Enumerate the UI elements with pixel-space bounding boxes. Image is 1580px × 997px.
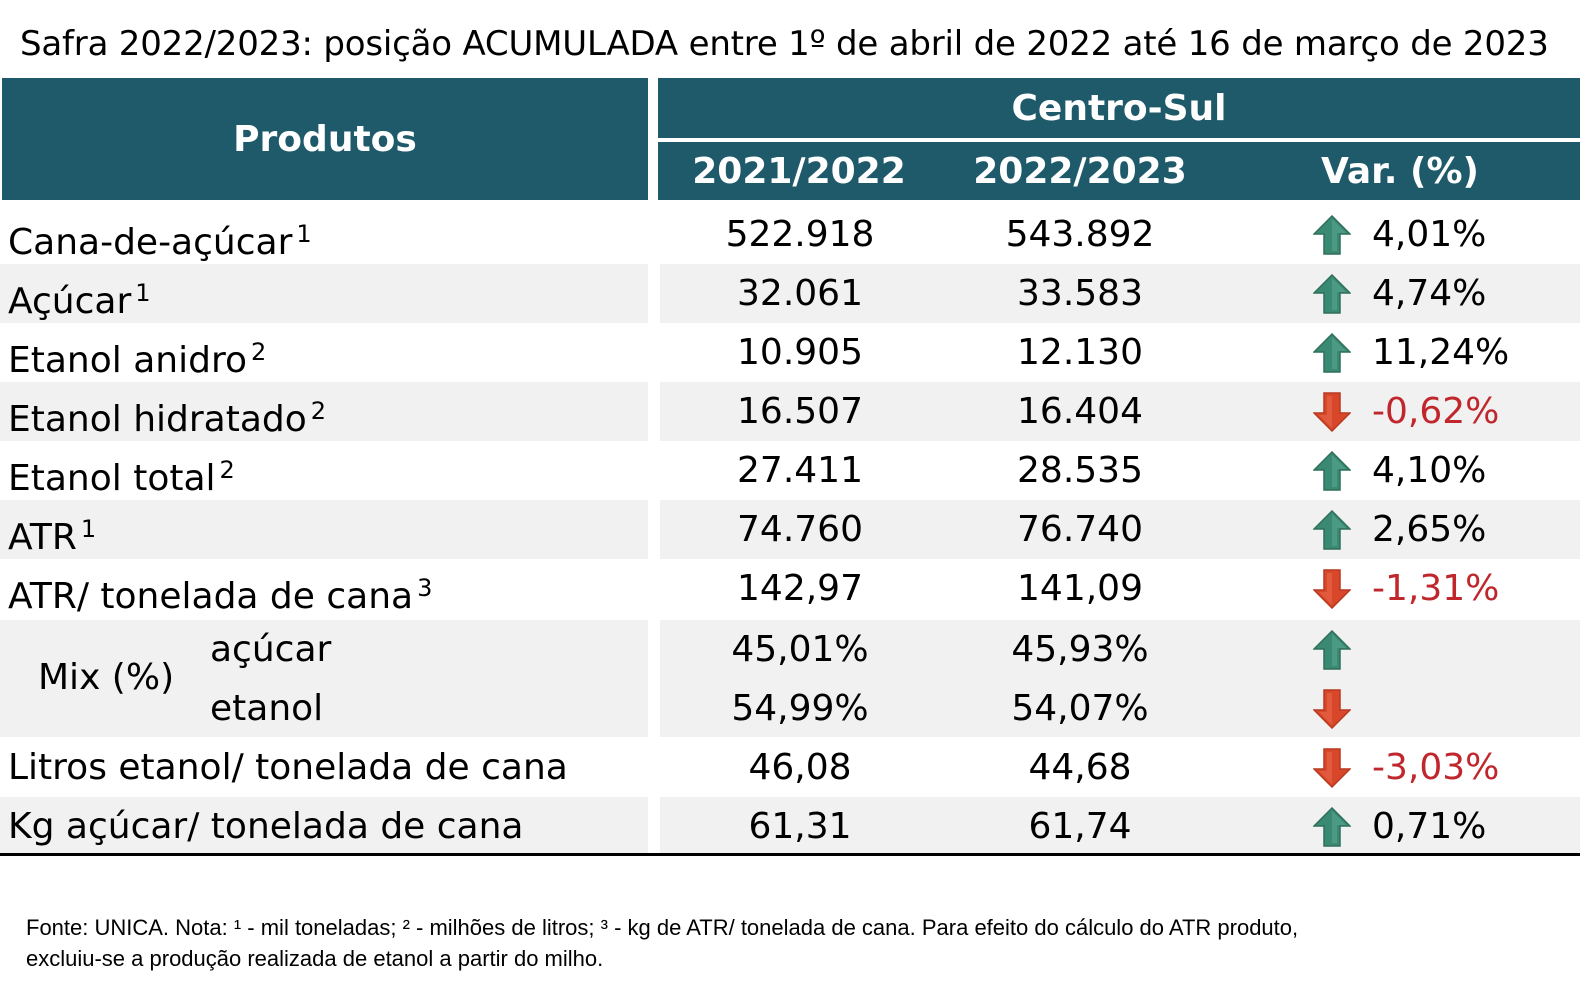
row-label: Etanol total 2 [8, 456, 235, 499]
header-region: Centro-Sul [658, 78, 1580, 138]
footnote-line-1: Fonte: UNICA. Nota: ¹ - mil toneladas; ²… [26, 915, 1299, 940]
arrow-down-icon [1313, 748, 1351, 788]
variation: 4,01% [1372, 214, 1487, 255]
row-label: Etanol anidro 2 [8, 338, 267, 381]
arrow-up-icon [1313, 630, 1351, 670]
header-col1: 2021/2022 [658, 142, 940, 200]
table-row: Etanol hidratado 2 16.507 16.404 -0,62% [0, 382, 1580, 441]
arrow-up-icon [1313, 451, 1351, 491]
mix-block [0, 620, 1580, 737]
row-label: ATR 1 [8, 515, 97, 558]
arrow-up-icon [1313, 215, 1351, 255]
mix-ethanol-2022-2023: 54,07% [1011, 688, 1149, 729]
value-2022-2023: 16.404 [1017, 391, 1143, 432]
value-2021-2022: 16.507 [737, 391, 863, 432]
footnote: Fonte: UNICA. Nota: ¹ - mil toneladas; ²… [26, 912, 1566, 974]
arrow-down-icon [1313, 689, 1351, 729]
arrow-up-icon [1313, 807, 1351, 847]
mix-ethanol-2021-2022: 54,99% [731, 688, 869, 729]
header-col2: 2022/2023 [940, 142, 1220, 200]
value-2022-2023: 141,09 [1017, 568, 1143, 609]
variation: 2,65% [1372, 509, 1487, 550]
footnote-line-2: excluiu-se a produção realizada de etano… [26, 946, 604, 971]
variation: 4,74% [1372, 273, 1487, 314]
table-bottom-border [0, 853, 1580, 856]
mix-sugar-2022-2023: 45,93% [1011, 629, 1149, 670]
value-2021-2022: 32.061 [737, 273, 863, 314]
variation: 4,10% [1372, 450, 1487, 491]
table-row: ATR/ tonelada de cana 3 142,97 141,09 -1,… [0, 559, 1580, 618]
variation: -1,31% [1372, 568, 1500, 609]
mix-sugar-label: açúcar [210, 629, 332, 670]
value-2022-2023: 61,74 [1028, 806, 1132, 847]
arrow-up-icon [1313, 274, 1351, 314]
mix-row-ethanol: etanol 54,99% 54,07% [0, 679, 1580, 738]
header-region-label: Centro-Sul [1011, 87, 1227, 129]
arrow-up-icon [1313, 333, 1351, 373]
row-label: ATR/ tonelada de cana 3 [8, 574, 433, 617]
header-col3-label: Var. (%) [1321, 150, 1479, 192]
mix-ethanol-label: etanol [210, 688, 324, 729]
table-row: Litros etanol/ tonelada de cana 46,08 44… [0, 738, 1580, 797]
row-label: Cana-de-açúcar 1 [8, 220, 312, 263]
header-col1-label: 2021/2022 [692, 150, 906, 192]
mix-sugar-2021-2022: 45,01% [731, 629, 869, 670]
value-2022-2023: 28.535 [1017, 450, 1143, 491]
variation: -0,62% [1372, 391, 1500, 432]
arrow-down-icon [1313, 569, 1351, 609]
table-row: Kg açúcar/ tonelada de cana 61,31 61,74 … [0, 797, 1580, 856]
table-row: Cana-de-açúcar 1 522.918 543.892 4,01% [0, 205, 1580, 264]
value-2022-2023: 33.583 [1017, 273, 1143, 314]
value-2021-2022: 74.760 [737, 509, 863, 550]
value-2021-2022: 142,97 [737, 568, 863, 609]
value-2022-2023: 76.740 [1017, 509, 1143, 550]
value-2021-2022: 27.411 [737, 450, 863, 491]
mix-label: Mix (%) [38, 657, 175, 698]
value-2022-2023: 44,68 [1028, 747, 1132, 788]
header-col3: Var. (%) [1220, 142, 1580, 200]
arrow-down-icon [1313, 392, 1351, 432]
variation: -3,03% [1372, 747, 1500, 788]
value-2021-2022: 10.905 [737, 332, 863, 373]
row-label: Kg açúcar/ tonelada de cana [8, 806, 524, 847]
page-title: Safra 2022/2023: posição ACUMULADA entre… [20, 24, 1549, 64]
arrow-up-icon [1313, 510, 1351, 550]
value-2021-2022: 522.918 [725, 214, 875, 255]
mix-row-sugar: açúcar 45,01% 45,93% [0, 620, 1580, 679]
header-products: Produtos [2, 78, 648, 200]
table-row: Etanol anidro 2 10.905 12.130 11,24% [0, 323, 1580, 382]
table-row: ATR 1 74.760 76.740 2,65% [0, 500, 1580, 559]
table-row: Etanol total 2 27.411 28.535 4,10% [0, 441, 1580, 500]
value-2021-2022: 61,31 [748, 806, 852, 847]
header-col2-label: 2022/2023 [973, 150, 1187, 192]
table-row: Açúcar 1 32.061 33.583 4,74% [0, 264, 1580, 323]
header-products-label: Produtos [233, 118, 417, 160]
row-label: Litros etanol/ tonelada de cana [8, 747, 568, 788]
value-2022-2023: 543.892 [1005, 214, 1155, 255]
row-label: Etanol hidratado 2 [8, 397, 327, 440]
variation: 0,71% [1372, 806, 1487, 847]
variation: 11,24% [1372, 332, 1510, 373]
value-2021-2022: 46,08 [748, 747, 852, 788]
value-2022-2023: 12.130 [1017, 332, 1143, 373]
row-label: Açúcar 1 [8, 279, 151, 322]
